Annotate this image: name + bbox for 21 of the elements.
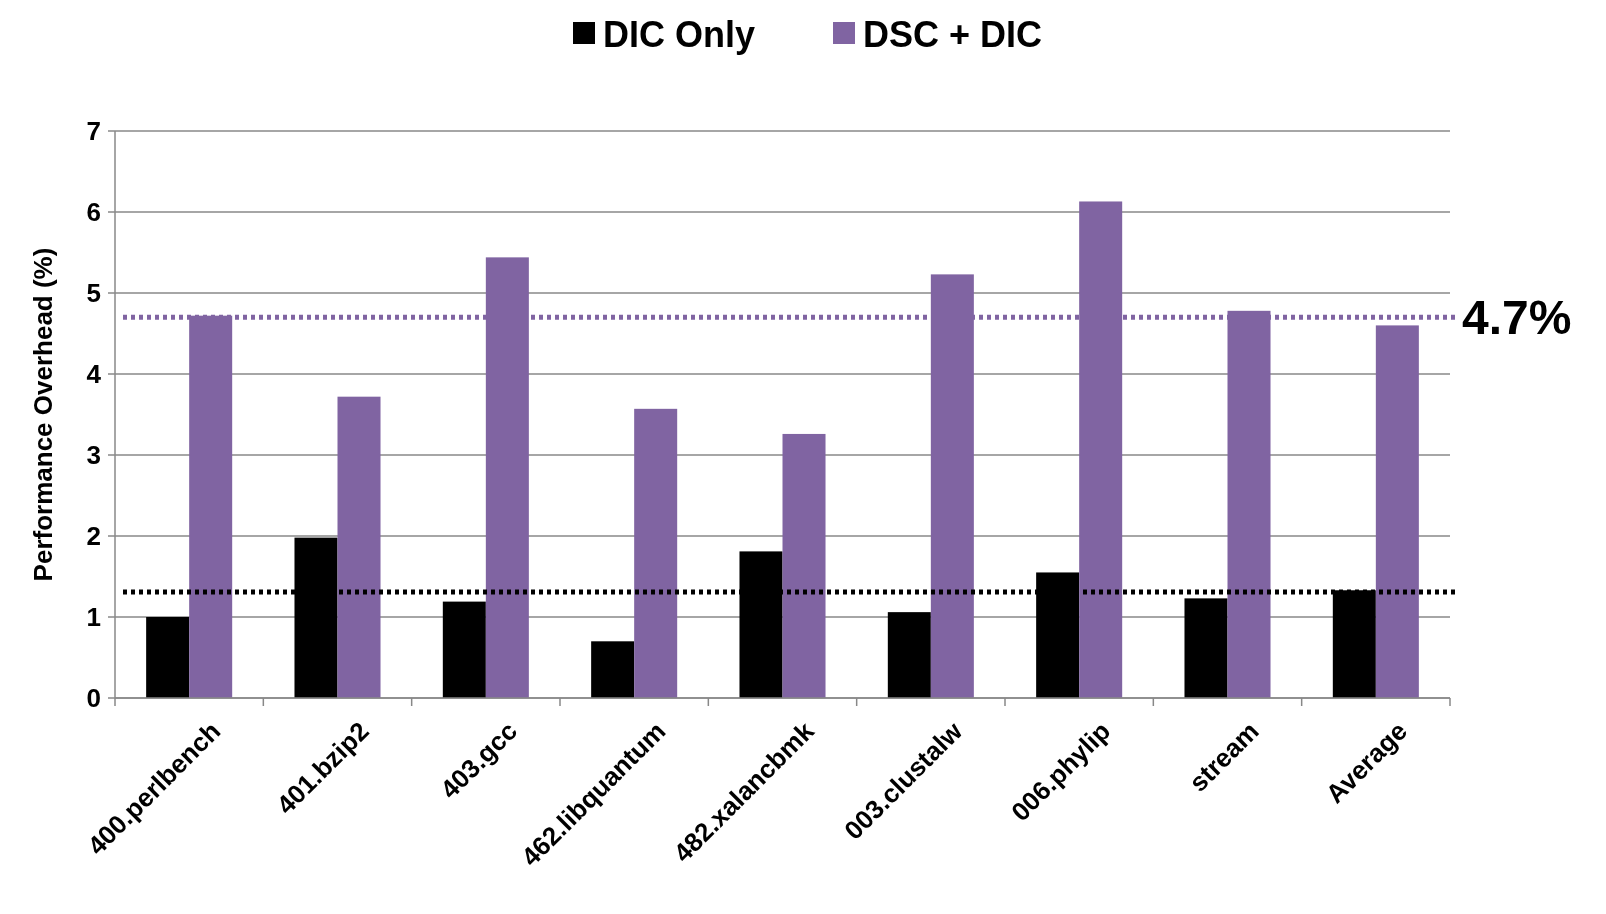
bar: [1375, 325, 1419, 698]
bar: [634, 408, 678, 698]
bar: [887, 612, 931, 698]
y-tick-label: 4: [86, 359, 102, 390]
bar: [442, 601, 486, 698]
y-tick-label: 7: [86, 116, 101, 147]
bar: [146, 617, 190, 698]
ref-line-label: 4.7%: [1462, 291, 1572, 345]
legend-label: DSC + DIC: [863, 13, 1043, 55]
y-tick-label: 5: [86, 278, 101, 309]
y-tick-label: 3: [86, 440, 101, 471]
y-tick-label: 6: [86, 197, 101, 228]
y-tick-label: 1: [86, 602, 101, 633]
y-tick-label: 0: [86, 683, 101, 714]
legend-label: DIC Only: [603, 13, 756, 55]
y-tick-label: 2: [86, 521, 101, 552]
bar: [1184, 598, 1228, 698]
bar: [591, 641, 635, 698]
bar: [782, 433, 826, 698]
bar: [337, 396, 381, 698]
y-axis-title: Performance Overhead (%): [28, 247, 58, 582]
